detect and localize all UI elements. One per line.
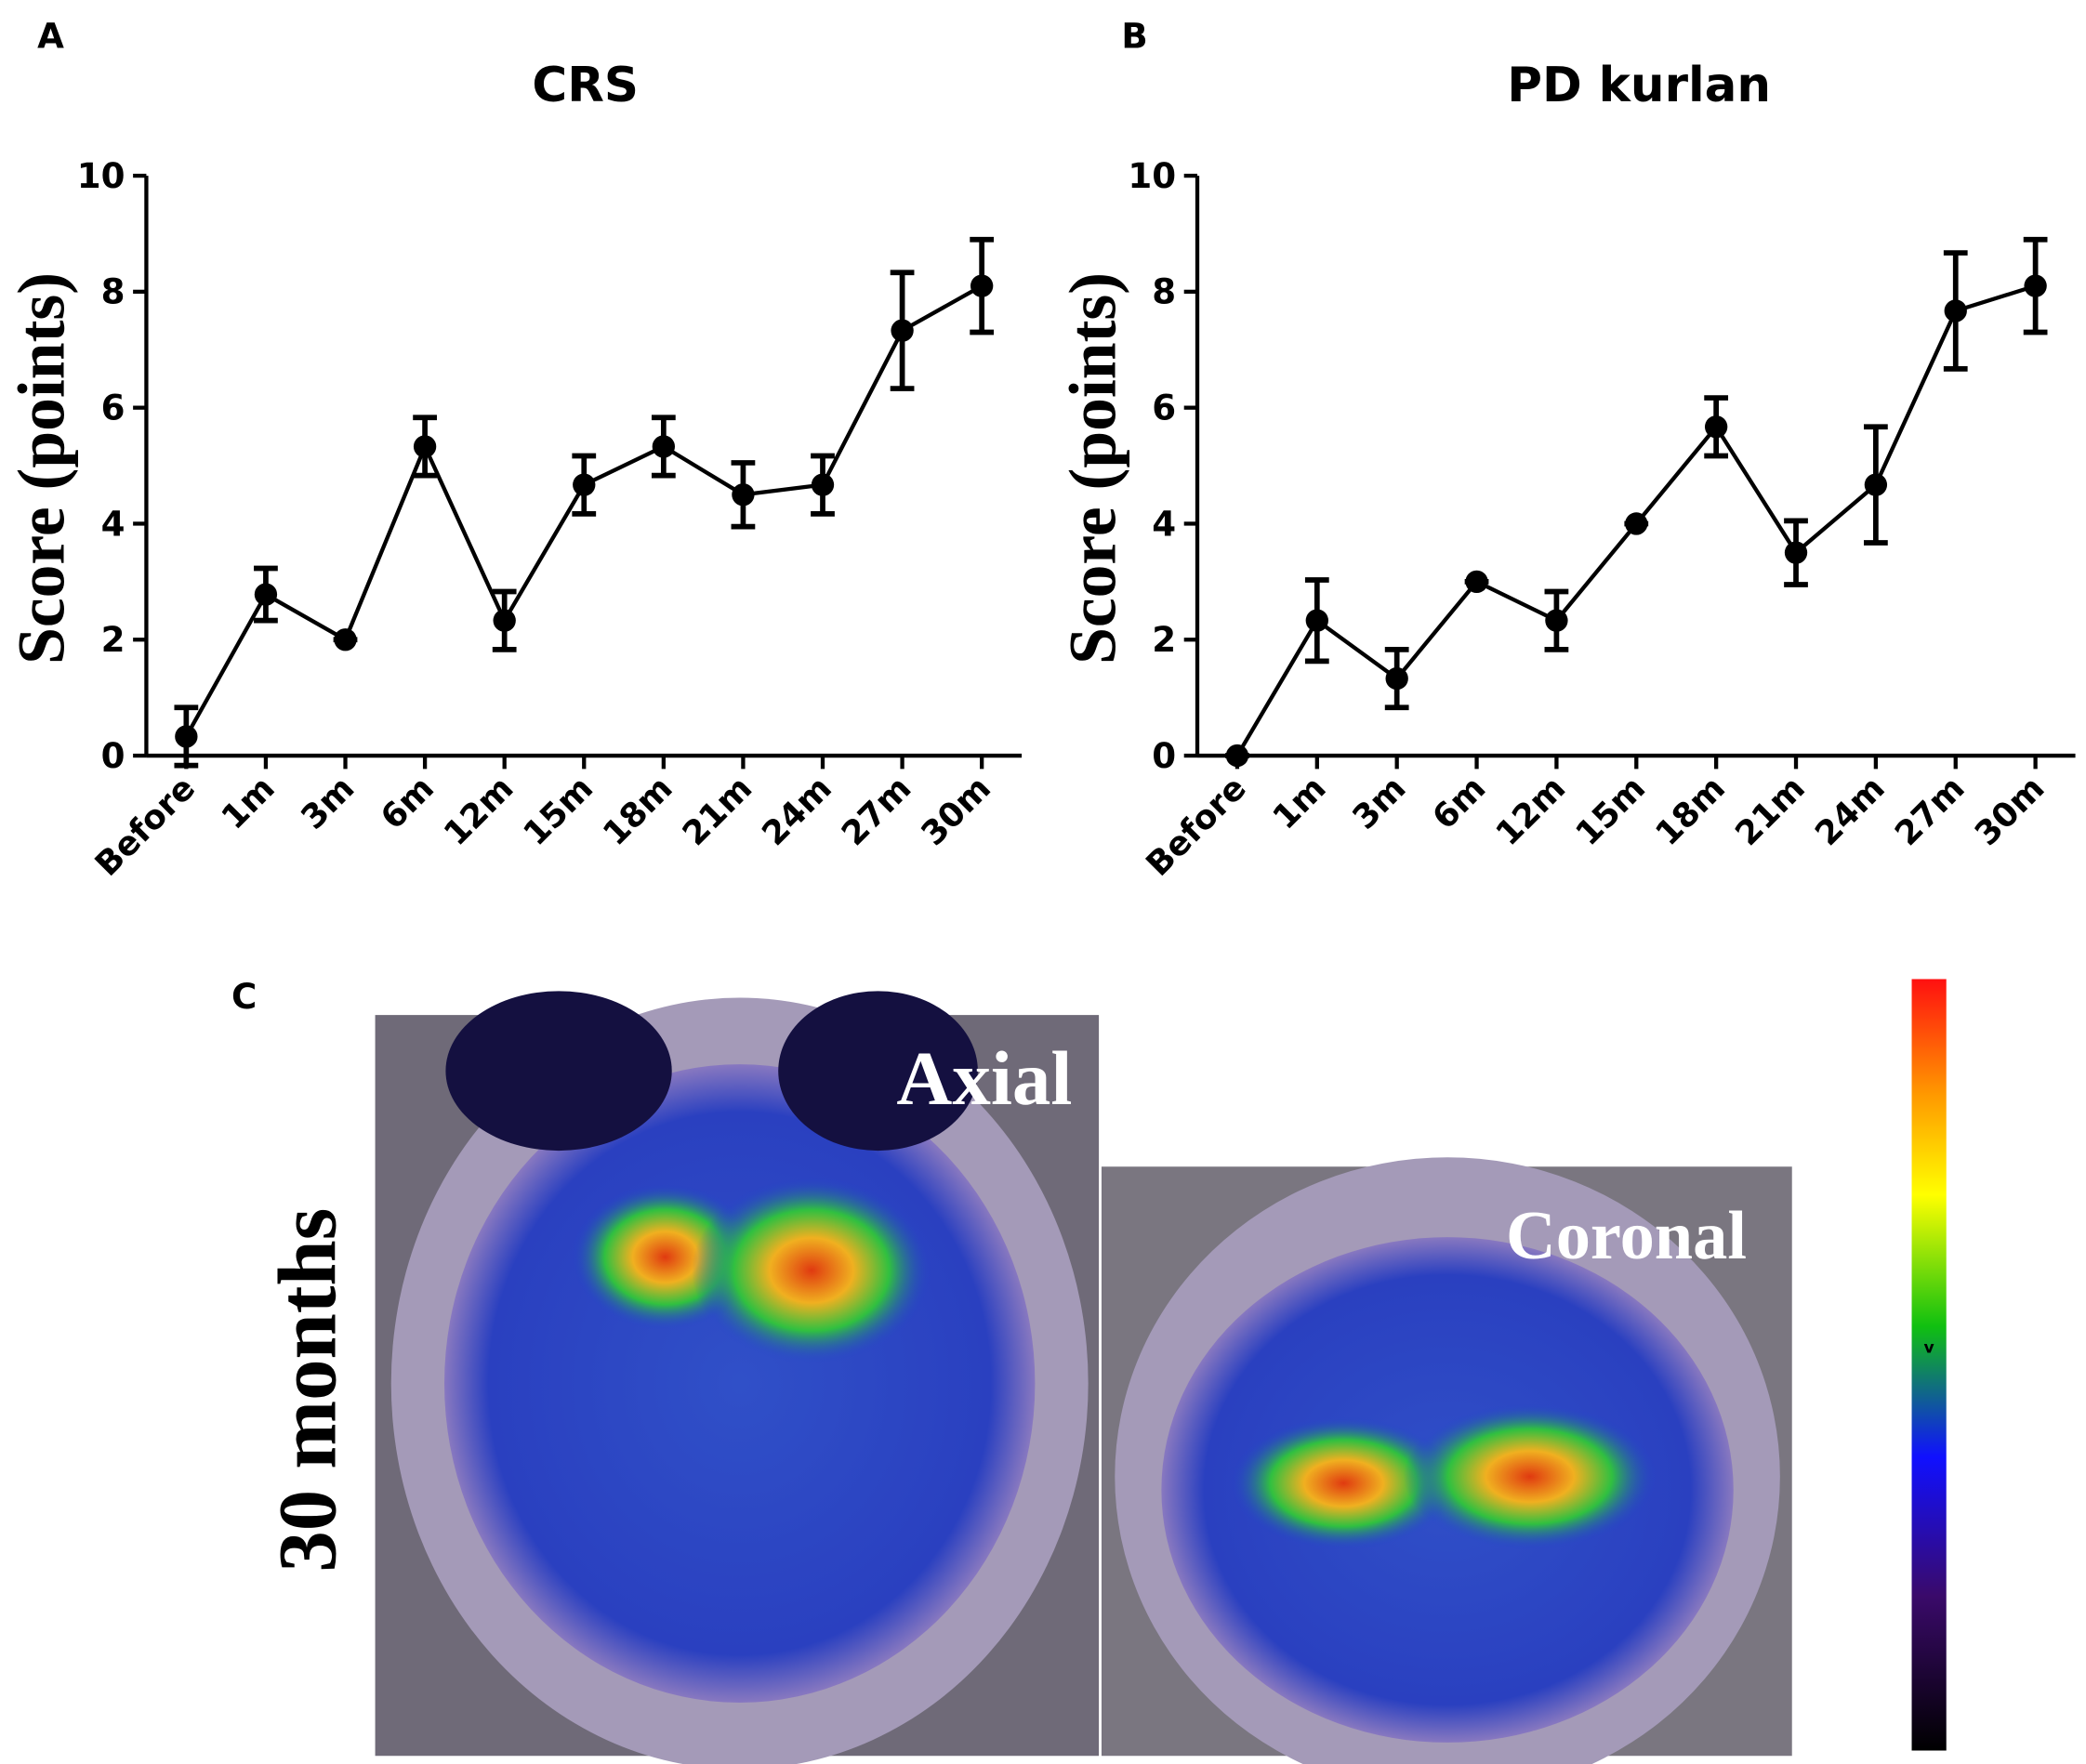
coronal-uptake <box>1230 1416 1458 1550</box>
data-point <box>254 583 278 606</box>
data-point <box>811 473 835 496</box>
data-point <box>1385 666 1408 691</box>
x-tick-label: 15m <box>1569 770 1654 854</box>
data-point <box>1864 473 1888 496</box>
chart-title: PD kurlan <box>1507 58 1771 113</box>
y-tick-label: 4 <box>1152 503 1176 544</box>
x-tick-label: 12m <box>437 770 522 854</box>
data-point <box>573 473 596 496</box>
data-point <box>413 435 437 458</box>
data-point <box>2024 274 2047 297</box>
colorbar <box>1911 979 1947 1751</box>
x-tick-label: 24m <box>1808 770 1893 854</box>
colorbar-mark: v <box>1924 1339 1934 1358</box>
data-point <box>1625 512 1648 535</box>
y-tick-label: 8 <box>101 271 125 312</box>
y-axis-label: Score (points) <box>1056 272 1129 665</box>
x-tick-label: 27m <box>1888 770 1973 854</box>
data-point <box>1545 609 1568 632</box>
row-label: 30 months <box>263 1208 354 1573</box>
panel-label: A <box>37 16 64 57</box>
y-tick-label: 10 <box>77 155 125 196</box>
x-tick-label: 12m <box>1489 770 1574 854</box>
chart-title: CRS <box>532 58 639 113</box>
x-tick-label: 30m <box>914 770 998 854</box>
x-tick-label: 1m <box>215 770 283 837</box>
x-tick-label: 27m <box>835 770 919 854</box>
x-tick-label: 30m <box>1968 770 2053 854</box>
x-tick-label: 6m <box>374 770 442 837</box>
y-tick-label: 0 <box>1152 735 1176 776</box>
x-tick-label: 3m <box>1346 770 1414 837</box>
coronal-uptake <box>1403 1403 1657 1550</box>
data-point <box>891 319 914 342</box>
x-tick-label: 24m <box>755 770 839 854</box>
data-point <box>1784 541 1808 564</box>
data-point <box>1704 415 1728 439</box>
data-point <box>970 274 994 297</box>
x-tick-label: 3m <box>294 770 362 837</box>
x-tick-label: 15m <box>517 770 601 854</box>
x-tick-label: 21m <box>1728 770 1813 854</box>
y-tick-label: 6 <box>1152 388 1176 428</box>
axial-brain <box>443 1064 1036 1704</box>
panel-label: C <box>231 976 257 1017</box>
y-tick-label: 6 <box>101 388 125 428</box>
y-tick-label: 4 <box>101 503 125 544</box>
data-point <box>732 483 755 507</box>
view-label: Axial <box>896 1035 1072 1121</box>
x-tick-label: Before <box>1139 770 1253 884</box>
data-point <box>1465 570 1488 594</box>
x-tick-label: 6m <box>1425 770 1493 837</box>
y-tick-label: 8 <box>1152 271 1176 312</box>
data-point <box>652 435 676 458</box>
y-tick-label: 10 <box>1128 155 1176 196</box>
y-tick-label: 0 <box>101 735 125 776</box>
data-point <box>1944 299 1967 323</box>
data-point <box>175 725 198 748</box>
data-point <box>493 609 516 632</box>
y-tick-label: 2 <box>1152 619 1176 660</box>
data-point <box>1305 609 1328 632</box>
y-tick-label: 2 <box>101 619 125 660</box>
data-point <box>1225 744 1249 768</box>
axial-eye <box>445 991 672 1152</box>
data-point <box>334 628 357 652</box>
x-tick-label: 1m <box>1266 770 1334 837</box>
x-tick-label: 21m <box>676 770 760 854</box>
x-tick-label: 18m <box>596 770 680 854</box>
axial-uptake <box>692 1177 931 1364</box>
panel-label: B <box>1121 16 1147 57</box>
panel-c: C Axial Coronal 30 months v <box>231 976 1947 1764</box>
view-label: Coronal <box>1506 1198 1747 1274</box>
x-tick-label: Before <box>88 770 203 884</box>
y-axis-label: Score (points) <box>6 272 79 665</box>
x-tick-label: 18m <box>1648 770 1733 854</box>
axial-eye <box>778 991 978 1152</box>
